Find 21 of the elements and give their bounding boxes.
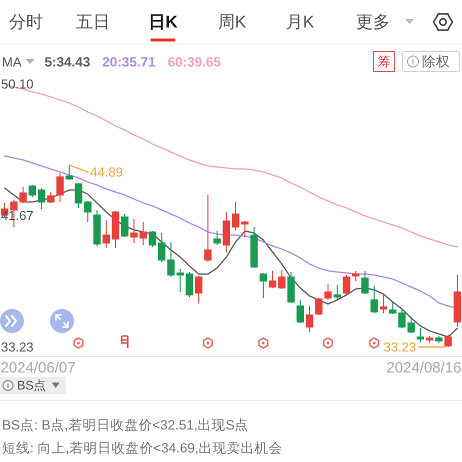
text: 更多: [356, 12, 390, 32]
text: 日K: [148, 12, 178, 32]
annotation: 33.23: [384, 340, 416, 354]
text: 60:39.65: [168, 54, 222, 70]
annotation: 44.89: [90, 164, 123, 180]
text: 除权: [422, 54, 450, 69]
text: 月K: [286, 12, 315, 32]
legend-title: MA: [2, 54, 22, 70]
text: 筹: [378, 54, 390, 69]
text: 20:35.71: [102, 54, 156, 70]
text: 短线: 向上,若明日收盘价<34.69,出现卖出机会: [2, 440, 283, 456]
y-tick-label: 50.10: [1, 76, 34, 92]
text: 5:34.43: [44, 54, 91, 70]
y-tick-label: 33.23: [1, 340, 34, 354]
text: 2024/06/07: [0, 360, 76, 376]
text: 分时: [9, 12, 43, 32]
text: BS点: B点,若明日收盘价<32.51,出现S点: [2, 418, 249, 432]
text: 2024/08/16: [386, 360, 462, 376]
text: BS点: [17, 378, 47, 392]
text: 五日: [76, 12, 110, 32]
text: 周K: [218, 12, 247, 32]
